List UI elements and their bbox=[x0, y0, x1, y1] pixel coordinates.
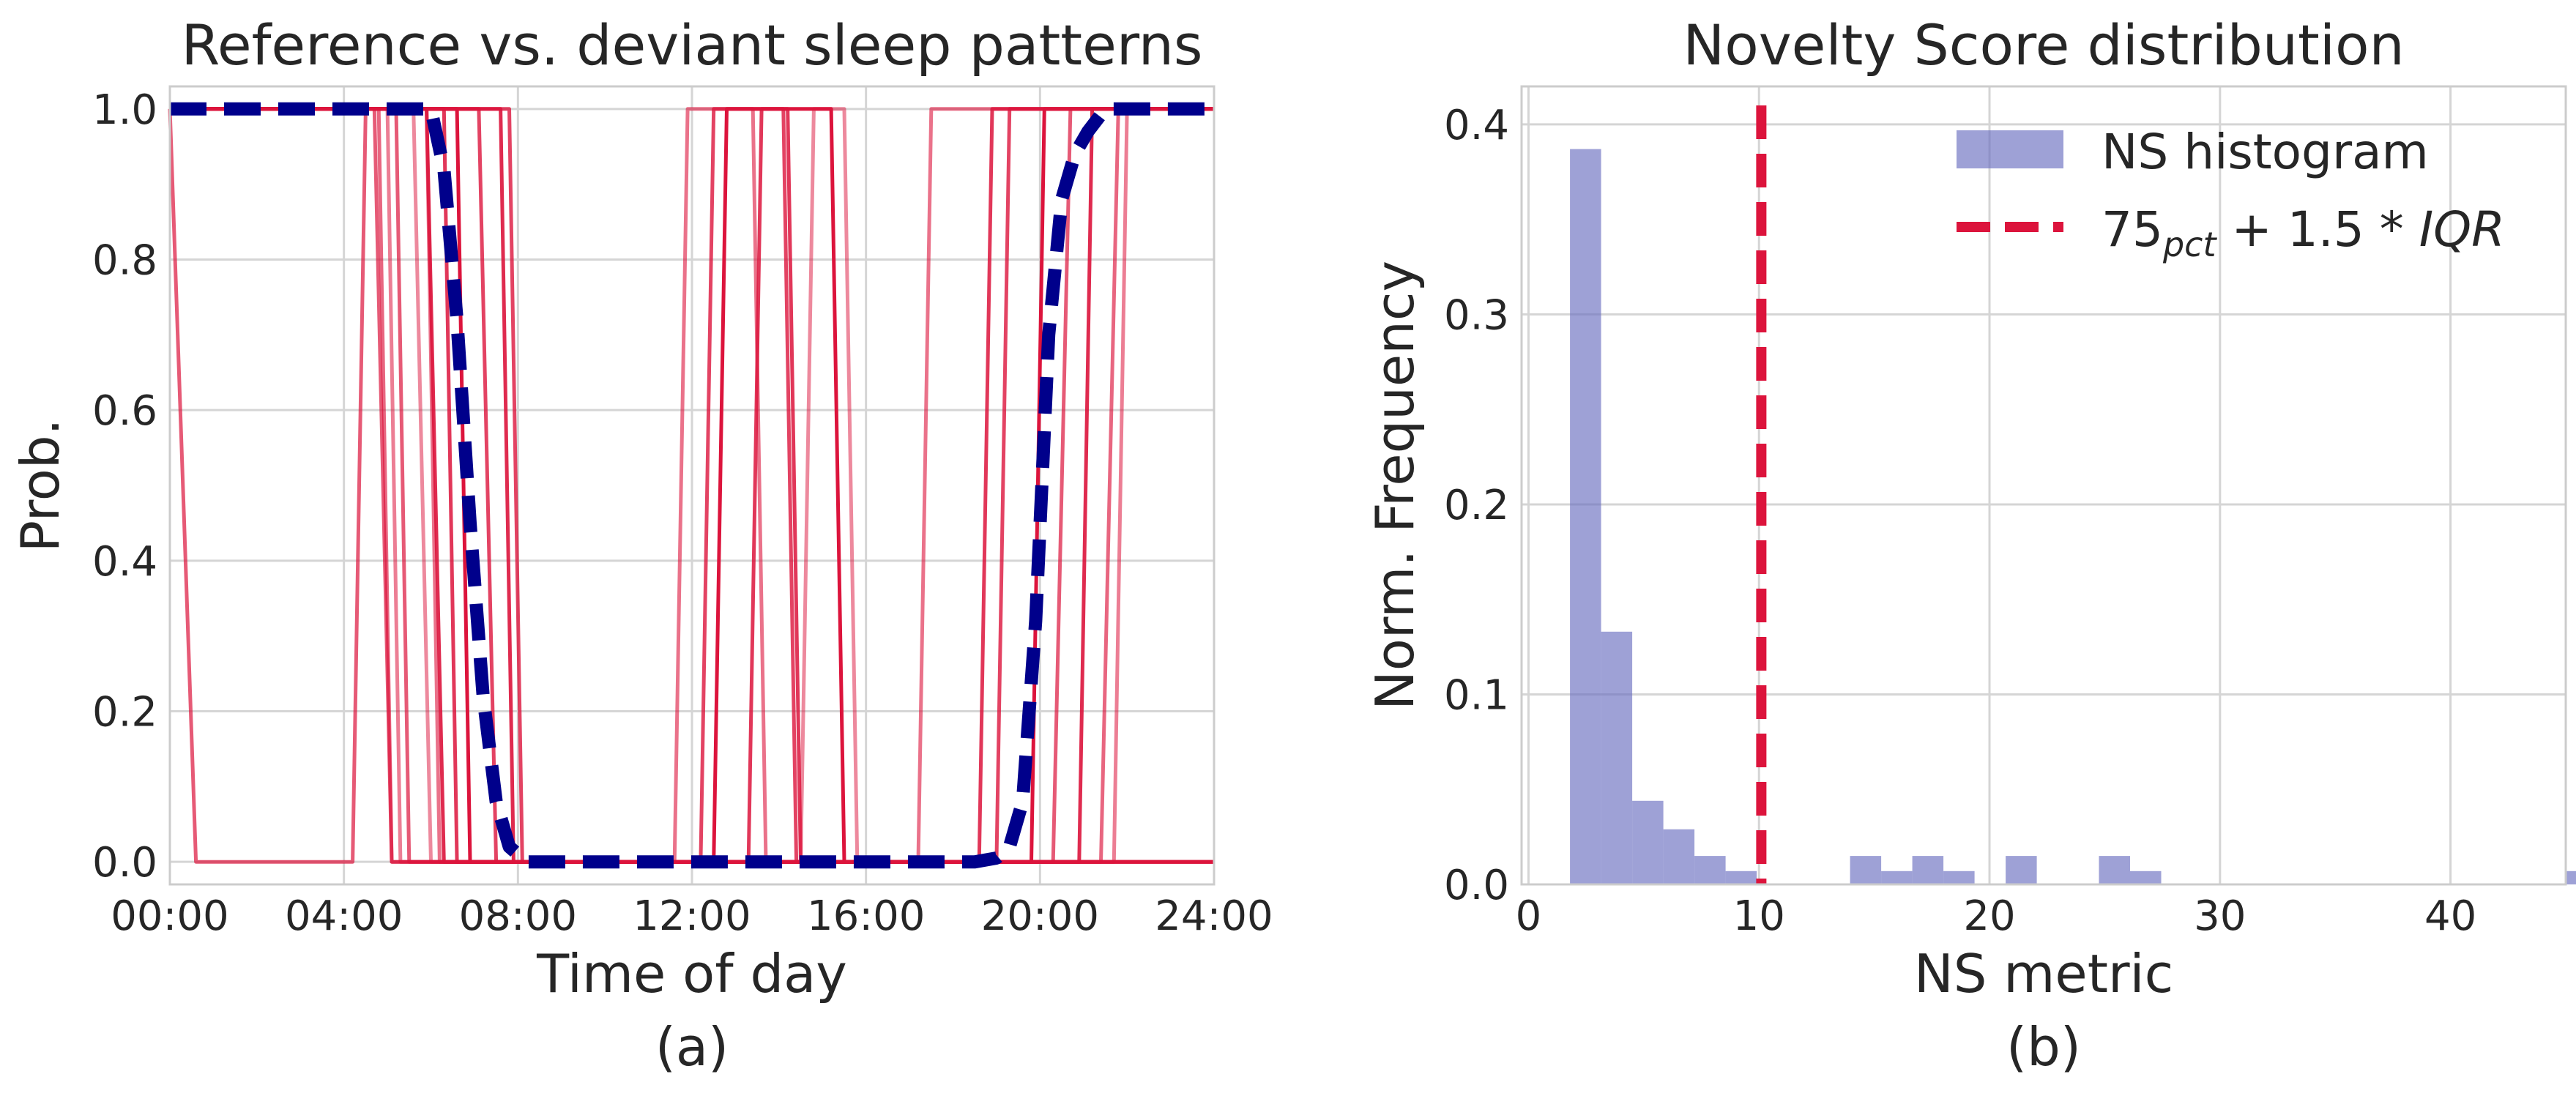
histogram-bar bbox=[2006, 856, 2037, 884]
legend-threshold-rest: + 1.5 * bbox=[2216, 201, 2419, 258]
legend-histogram-label: NS histogram bbox=[2102, 124, 2429, 180]
chart-b-x-tick-label: 10 bbox=[1733, 892, 1785, 940]
chart-b-frame bbox=[1520, 85, 2567, 886]
chart-b-caption: (b) bbox=[2006, 1016, 2081, 1078]
chart-b-y-tick-label: 0.0 bbox=[1444, 862, 1509, 909]
chart-b-x-ticks: 0 10 20 30 40 bbox=[1516, 892, 2477, 940]
chart-b-y-ticks: 0.0 0.1 0.2 0.3 0.4 bbox=[1444, 102, 1509, 909]
chart-b-y-tick-label: 0.2 bbox=[1444, 482, 1509, 529]
chart-a-x-tick-label: 24:00 bbox=[1155, 892, 1273, 940]
legend-histogram-swatch bbox=[1957, 130, 2063, 168]
deviant-line-5 bbox=[170, 107, 1214, 864]
reference-line bbox=[170, 102, 1214, 869]
histogram-bar bbox=[2099, 856, 2130, 884]
chart-b-x-tick-label: 20 bbox=[1963, 892, 2015, 940]
chart-a-x-tick-label: 20:00 bbox=[981, 892, 1099, 940]
histogram-bar bbox=[1850, 856, 1882, 884]
chart-b-y-tick-label: 0.4 bbox=[1444, 102, 1509, 149]
chart-a-y-tick-label: 1.0 bbox=[92, 86, 157, 134]
legend-threshold-iqr: IQR bbox=[2419, 201, 2505, 258]
chart-a-x-tick-label: 12:00 bbox=[633, 892, 751, 940]
chart-a-title: Reference vs. deviant sleep patterns bbox=[181, 12, 1202, 78]
chart-b: 0 10 20 30 40 0.0 0.1 0.2 0.3 0.4 Novelty Score … bbox=[1364, 12, 2576, 1078]
chart-b-y-label: Norm. Frequency bbox=[1364, 261, 1426, 710]
histogram-bar bbox=[1725, 871, 1757, 884]
chart-b-legend: NS histogram 75pct + 1.5 * IQR bbox=[1957, 124, 2505, 264]
chart-a-y-tick-label: 0.6 bbox=[92, 387, 157, 435]
deviant-line-6 bbox=[170, 107, 1214, 864]
chart-a-reference-line bbox=[170, 102, 1214, 869]
legend-threshold-label: 75pct + 1.5 * IQR bbox=[2102, 201, 2505, 264]
chart-a-y-tick-label: 0.8 bbox=[92, 237, 157, 285]
chart-b-x-label: NS metric bbox=[1914, 943, 2173, 1004]
histogram-bar bbox=[2566, 871, 2576, 884]
legend-threshold-sub: pct bbox=[2162, 225, 2217, 264]
deviant-line-7 bbox=[170, 107, 1214, 864]
histogram-bar bbox=[1570, 149, 1601, 885]
chart-a-y-ticks: 0.0 0.2 0.4 0.6 0.8 1.0 bbox=[92, 86, 157, 887]
histogram-bar bbox=[1881, 871, 1913, 884]
chart-b-title: Novelty Score distribution bbox=[1683, 12, 2404, 78]
chart-b-x-tick-label: 0 bbox=[1516, 892, 1542, 940]
histogram-bar bbox=[2130, 871, 2162, 884]
chart-a-caption: (a) bbox=[655, 1016, 729, 1078]
chart-a: 00:00 04:00 08:00 12:00 16:00 20:00 24:00 0.00… bbox=[10, 12, 1273, 1078]
chart-b-x-tick-label: 30 bbox=[2194, 892, 2246, 940]
chart-b-x-tick-label: 40 bbox=[2424, 892, 2476, 940]
chart-a-y-tick-label: 0.4 bbox=[92, 538, 157, 586]
chart-a-y-tick-label: 0.2 bbox=[92, 688, 157, 736]
chart-a-frame bbox=[168, 85, 1216, 886]
chart-b-bars bbox=[1570, 149, 2576, 885]
histogram-bar bbox=[1943, 871, 1975, 884]
histogram-bar bbox=[1694, 856, 1726, 884]
chart-a-x-ticks: 00:00 04:00 08:00 12:00 16:00 20:00 24:00 bbox=[111, 892, 1273, 940]
chart-b-y-tick-label: 0.1 bbox=[1444, 671, 1509, 719]
legend-threshold-main: 75 bbox=[2102, 201, 2163, 258]
histogram-bar bbox=[1912, 856, 1944, 884]
chart-a-x-tick-label: 04:00 bbox=[285, 892, 403, 940]
chart-b-plot-area bbox=[1522, 86, 2566, 884]
chart-a-y-tick-label: 0.0 bbox=[92, 839, 157, 887]
chart-a-x-tick-label: 08:00 bbox=[459, 892, 577, 940]
chart-b-y-tick-label: 0.3 bbox=[1444, 291, 1509, 339]
chart-a-y-label: Prob. bbox=[10, 419, 71, 553]
histogram-bar bbox=[1601, 631, 1633, 884]
chart-a-x-tick-label: 00:00 bbox=[111, 892, 228, 940]
histogram-bar bbox=[1632, 800, 1664, 884]
chart-a-x-label: Time of day bbox=[536, 943, 847, 1004]
histogram-bar bbox=[1663, 829, 1695, 884]
chart-a-x-tick-label: 16:00 bbox=[807, 892, 925, 940]
